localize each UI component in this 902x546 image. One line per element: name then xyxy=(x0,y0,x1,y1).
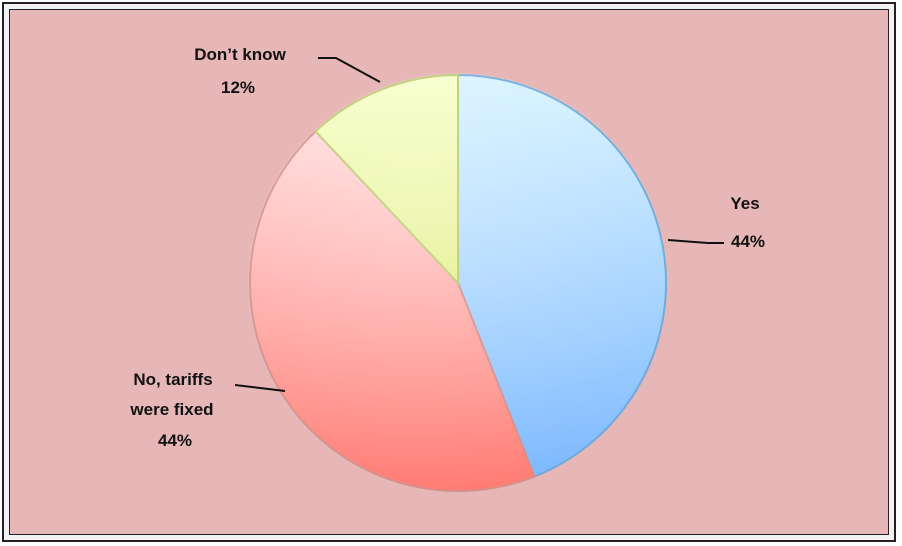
label-yes: Yes xyxy=(730,194,759,213)
leader-line-no xyxy=(234,384,286,392)
label-no-percent: 44% xyxy=(158,431,192,450)
leader-line-yes xyxy=(667,239,724,244)
label-no-line1: No, tariffs xyxy=(133,370,212,389)
label-no-line2: were fixed xyxy=(129,400,213,419)
label-dont-know-percent: 12% xyxy=(221,78,255,97)
label-yes-percent: 44% xyxy=(731,232,765,251)
label-dont-know: Don’t know xyxy=(194,45,286,64)
leader-line-dont-know xyxy=(318,57,381,83)
pie-highlight xyxy=(248,73,668,493)
